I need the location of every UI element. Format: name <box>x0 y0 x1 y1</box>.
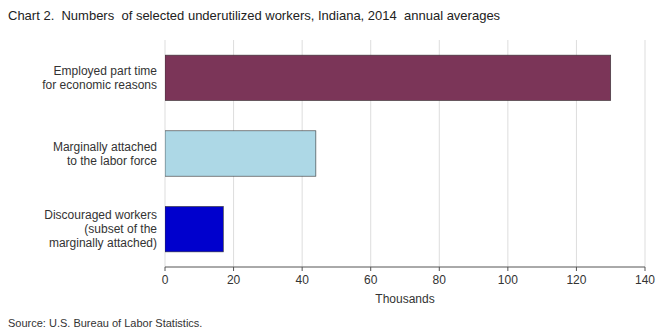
axis-line <box>165 267 645 268</box>
category-label: Marginally attachedto the labor force <box>53 140 157 168</box>
category-label: Discouraged workers(subset of themargina… <box>44 208 157 250</box>
chart: Chart 2. Numbers of selected underutiliz… <box>0 0 670 335</box>
category-label-line: marginally attached) <box>49 236 157 250</box>
x-axis-label: Thousands <box>375 292 434 306</box>
bar <box>165 206 223 251</box>
category-label-line: Employed part time <box>54 64 158 78</box>
tick-label: 120 <box>566 273 586 287</box>
chart-container: Chart 2. Numbers of selected underutiliz… <box>0 0 670 335</box>
tick-mark <box>165 267 166 271</box>
grid <box>165 40 645 267</box>
tick-label: 140 <box>635 273 655 287</box>
bar <box>165 131 316 176</box>
tick-label: 80 <box>433 273 447 287</box>
tick-label: 0 <box>162 273 169 287</box>
tick-mark <box>576 267 577 271</box>
tick-mark <box>370 267 371 271</box>
category-label-line: Discouraged workers <box>44 208 157 222</box>
bar <box>165 55 611 100</box>
tick-mark <box>645 267 646 271</box>
tick-mark <box>439 267 440 271</box>
x-axis: 0 20 40 60 80 100 120 140 <box>162 267 656 287</box>
grid-line <box>645 40 646 267</box>
tick-mark <box>507 267 508 271</box>
tick-label: 40 <box>295 273 309 287</box>
category-label-line: (subset of the <box>84 222 157 236</box>
category-label: Employed part timefor economic reasons <box>42 64 157 92</box>
y-axis: Employed part timefor economic reasons Ma… <box>42 64 157 250</box>
category-label-line: Marginally attached <box>53 140 157 154</box>
tick-mark <box>233 267 234 271</box>
category-label-line: to the labor force <box>67 154 157 168</box>
tick-label: 20 <box>227 273 241 287</box>
tick-label: 60 <box>364 273 378 287</box>
bars <box>165 55 611 252</box>
title: Chart 2. Numbers of selected underutiliz… <box>8 8 501 23</box>
source: Source: U.S. Bureau of Labor Statistics. <box>8 317 202 329</box>
category-label-line: for economic reasons <box>42 78 157 92</box>
tick-mark <box>302 267 303 271</box>
tick-label: 100 <box>498 273 518 287</box>
